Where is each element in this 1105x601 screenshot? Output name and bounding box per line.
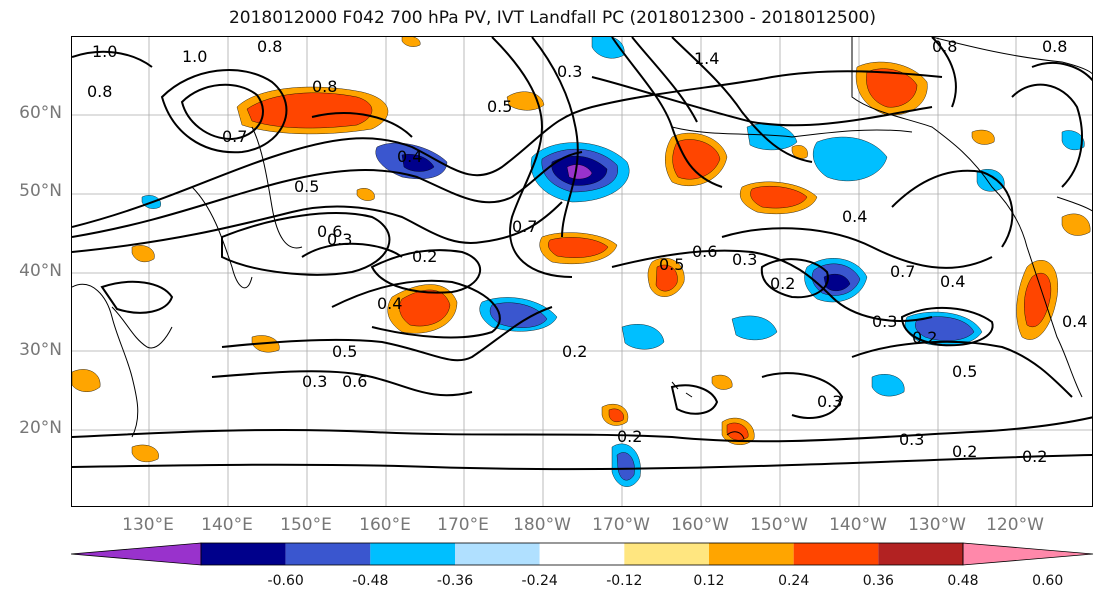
colorbar (71, 542, 1094, 566)
lon-label-130e: 130°E (122, 515, 174, 535)
colorbar-left-arrow (71, 542, 202, 566)
colorbar-segment (201, 543, 286, 565)
colorbar-segment (370, 543, 455, 565)
contour-label: 0.4 (377, 294, 402, 313)
contour-label: 0.2 (952, 442, 977, 461)
lon-label-170e: 170°E (437, 515, 489, 535)
contour-label: 0.8 (87, 82, 112, 101)
lon-label-160w: 160°W (671, 515, 729, 535)
contour-label: 0.6 (342, 372, 367, 391)
colorbar-segment (539, 543, 625, 565)
colorbar-tick-label: -0.12 (606, 573, 643, 589)
lon-label-150e: 150°E (280, 515, 332, 535)
contour-label: 1.0 (92, 42, 117, 61)
colorbar-tick-label: 0.12 (693, 573, 725, 589)
contour-label: 0.7 (222, 127, 247, 146)
coastlines (72, 37, 1092, 440)
lat-label-20n: 20°N (19, 418, 62, 438)
contour-label: 0.2 (562, 342, 587, 361)
colorbar-tick-label: -0.24 (521, 573, 558, 589)
lat-label-50n: 50°N (19, 181, 62, 201)
contour-label: 0.3 (302, 372, 327, 391)
contour-label: 0.7 (512, 217, 537, 236)
lat-label-30n: 30°N (19, 340, 62, 360)
colorbar-segment (709, 543, 794, 565)
contour-label: 0.3 (872, 312, 897, 331)
lon-label-160e: 160°E (359, 515, 411, 535)
contour-label: 0.3 (817, 392, 842, 411)
colorbar-segment (878, 543, 963, 565)
map-canvas: 1.0 1.0 0.8 0.8 1.4 0.8 0.8 0.7 0.8 0.5 … (72, 37, 1092, 506)
colorbar-segment (455, 543, 540, 565)
contour-label: 0.3 (899, 430, 924, 449)
colorbar-right-arrow (962, 542, 1094, 566)
contour-label: 0.5 (952, 362, 977, 381)
colorbar-segment (624, 543, 709, 565)
lon-label-140e: 140°E (201, 515, 253, 535)
contour-label: 0.2 (770, 274, 795, 293)
contour-label: 0.5 (294, 177, 319, 196)
contour-label: 0.4 (1062, 312, 1087, 331)
colorbar-tick-label: 0.24 (778, 573, 810, 589)
lon-label-150w: 150°W (750, 515, 808, 535)
contour-label: 1.4 (694, 49, 719, 68)
contour-label: 0.5 (332, 342, 357, 361)
colorbar-tick-label: 0.36 (862, 573, 894, 589)
contour-label: 0.2 (617, 427, 642, 446)
contour-label: 0.4 (940, 272, 965, 291)
contour-label: 0.4 (842, 207, 867, 226)
contour-label-layer: 1.0 1.0 0.8 0.8 1.4 0.8 0.8 0.7 0.8 0.5 … (87, 37, 1087, 466)
lat-label-60n: 60°N (19, 103, 62, 123)
colorbar-segments (71, 542, 1094, 566)
contour-label: 0.8 (312, 77, 337, 96)
contour-label: 0.8 (932, 37, 957, 56)
colorbar-segment (793, 543, 879, 565)
contour-label: 0.3 (732, 250, 757, 269)
lon-label-140w: 140°W (829, 515, 887, 535)
contour-label: 0.5 (487, 97, 512, 116)
pv-contours (72, 37, 1092, 471)
colorbar-tick-label: 0.60 (1032, 573, 1064, 589)
contour-label: 0.8 (257, 37, 282, 56)
contour-label: 0.6 (692, 242, 717, 261)
lat-label-40n: 40°N (19, 261, 62, 281)
contour-label: 0.2 (1022, 447, 1047, 466)
contour-label: 1.0 (182, 47, 207, 66)
lon-label-120w: 120°W (986, 515, 1044, 535)
map-panel: 1.0 1.0 0.8 0.8 1.4 0.8 0.8 0.7 0.8 0.5 … (71, 36, 1093, 507)
lon-label-180w: 180°W (513, 515, 571, 535)
colorbar-tick-label: -0.60 (267, 573, 304, 589)
colorbar-tick-label: -0.36 (436, 573, 474, 589)
colorbar-segment (285, 543, 371, 565)
contour-label: 0.8 (1042, 37, 1067, 56)
contour-label: 0.2 (412, 247, 437, 266)
lon-label-130w: 130°W (908, 515, 966, 535)
contour-label: 0.5 (659, 255, 684, 274)
contour-label: 0.3 (557, 62, 582, 81)
lon-label-170w: 170°W (592, 515, 650, 535)
map-title: 2018012000 F042 700 hPa PV, IVT Landfall… (228, 8, 876, 28)
contour-label: 0.2 (912, 328, 937, 347)
contour-label: 0.6 (317, 222, 342, 241)
contour-label: 0.7 (890, 262, 915, 281)
contour-label: 0.4 (397, 147, 422, 166)
colorbar-tick-label: -0.48 (352, 573, 389, 589)
colorbar-tick-label: 0.48 (947, 573, 979, 589)
shaded-anomalies (72, 37, 1091, 487)
contour-label: 0.3 (327, 230, 352, 249)
